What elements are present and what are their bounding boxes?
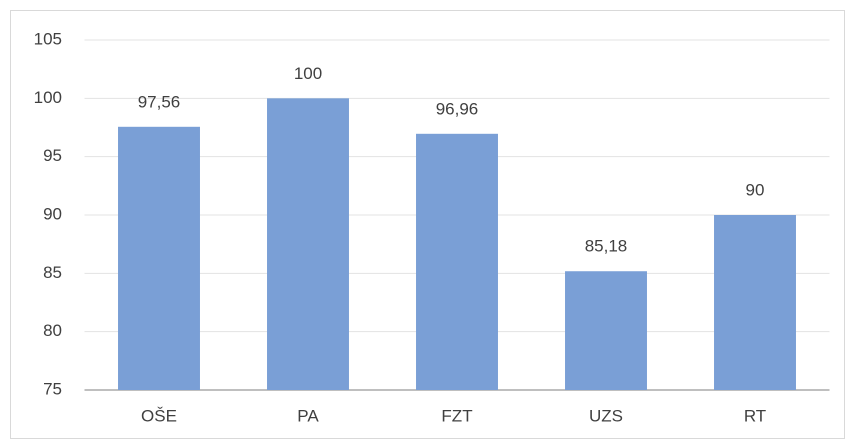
bar bbox=[565, 271, 647, 390]
data-label: 97,56 bbox=[138, 92, 181, 111]
x-tick-label: PA bbox=[297, 406, 319, 425]
data-label: 96,96 bbox=[436, 99, 479, 118]
data-label: 100 bbox=[294, 64, 322, 83]
y-tick-label: 95 bbox=[43, 146, 62, 165]
data-label: 85,18 bbox=[585, 237, 628, 256]
y-tick-label: 85 bbox=[43, 263, 62, 282]
x-tick-label: FZT bbox=[441, 406, 472, 425]
bar bbox=[416, 133, 498, 391]
y-tick-label: 100 bbox=[34, 88, 62, 107]
bar bbox=[714, 215, 796, 390]
y-tick-label: 90 bbox=[43, 204, 62, 223]
bar bbox=[267, 98, 349, 390]
y-tick-label: 105 bbox=[34, 29, 62, 48]
y-tick-label: 75 bbox=[43, 379, 62, 398]
x-tick-label: UZS bbox=[589, 406, 623, 425]
data-label: 90 bbox=[746, 180, 765, 199]
x-tick-label: RT bbox=[744, 406, 766, 425]
bar bbox=[118, 126, 200, 391]
x-tick-label: OŠE bbox=[141, 406, 177, 425]
y-tick-label: 80 bbox=[43, 321, 62, 340]
